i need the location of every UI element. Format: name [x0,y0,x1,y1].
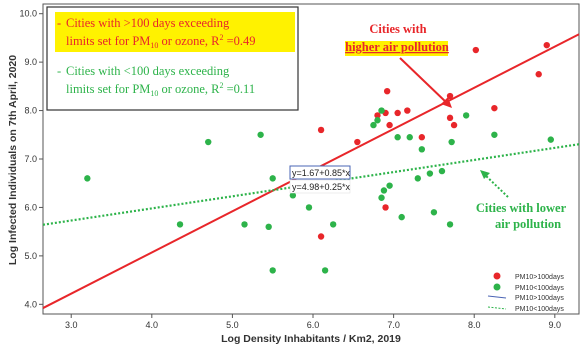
data-point-red [543,41,550,49]
legend-marker-green [493,283,501,291]
data-point-green [406,134,413,141]
higher-pollution-highlight [345,41,448,56]
equation-label-box [289,165,351,180]
y-tick-label: 4.0 [24,299,37,309]
data-point-green [241,221,248,228]
equation-label-box-2 [289,179,351,194]
data-point-green [329,221,337,228]
higher-pollution-arrowhead [441,97,452,108]
data-point-red [383,87,391,95]
data-point-green [418,146,426,153]
lower-pollution-arrow [483,173,509,198]
data-point-red [374,112,381,119]
y-tick-label: 8.0 [24,106,37,116]
data-point-green [378,107,385,114]
legend: PM10>100days PM10<100days PM10>100days P… [487,272,564,313]
data-point-green [430,209,438,216]
y-tick-label: 7.0 [24,154,37,164]
data-point-green [305,204,313,211]
data-point-green [374,117,381,124]
data-point-green [380,187,388,194]
data-point-red [491,104,498,112]
y-axis-label: Log Infected Individuals on 7th April, 2… [7,55,19,265]
x-tick-label: 9.0 [549,320,562,330]
axis-ticks: 3.0 4.0 5.0 6.0 7.0 8.0 9.0 4.0 5.0 6.0 7.0 8.0 9.0 1… [19,9,561,330]
data-point-green [426,170,434,177]
data-point-red [472,46,480,54]
y-tick-label: 6.0 [24,202,37,212]
x-axis-label: Log Density Inhabitants / Km2, 2019 [221,333,401,345]
equation-label-red: y=1.67+0.85*x [292,168,351,178]
y-tick-label: 10.0 [19,9,37,19]
x-tick-label: 5.0 [226,320,239,330]
y-tick-label: 9.0 [24,57,37,67]
data-point-green [394,134,401,141]
data-point-red [394,109,401,117]
data-point-red [317,233,325,240]
data-point-green [386,182,393,189]
lower-pollution-label-2: air pollution [495,217,561,231]
data-point-green [321,267,329,274]
x-tick-label: 8.0 [468,320,481,330]
data-point-green [289,192,297,199]
higher-pollution-label-2: higher air pollution [345,40,449,54]
info-box-line1: - Cities with >100 days exceeding limits… [57,16,256,50]
info-box-line2: - Cities with <100 days exceeding limits… [57,64,255,98]
legend-label-3: PM10>100days [515,295,564,302]
lower-pollution-arrowhead [480,170,490,179]
legend-line-blue [487,295,507,299]
data-point-green [491,131,498,138]
data-point-green [176,221,184,228]
x-tick-label: 6.0 [307,320,320,330]
data-point-green [269,175,276,182]
data-point-red [317,126,325,134]
data-point-red [386,121,393,129]
data-point-red [404,107,411,114]
data-point-red [382,204,389,211]
data-point-red [450,121,458,129]
data-point-green [462,112,470,119]
data-point-red [535,71,542,78]
legend-label-1: PM10>100days [515,274,564,281]
higher-pollution-label-1: Cities with [369,22,426,36]
legend-label-2: PM10<100days [515,285,564,292]
data-point-green [448,138,455,146]
data-point-green [398,213,405,221]
data-point-green [446,221,454,228]
data-point-green [257,131,264,138]
legend-line-green [487,306,507,310]
data-point-green [84,175,91,182]
y-tick-label: 5.0 [24,251,37,261]
lower-pollution-label-1: Cities with lower [476,201,567,215]
data-point-green [205,138,212,146]
legend-marker-red [493,272,501,280]
data-point-green [414,175,421,182]
data-point-red [446,92,454,100]
data-points [84,41,554,274]
equation-label-green: y=4.98+0.25*x [292,182,351,192]
x-tick-label: 3.0 [65,320,78,330]
data-point-green [265,223,272,231]
data-point-green [269,267,276,274]
x-tick-label: 7.0 [387,320,400,330]
higher-pollution-arrow [399,57,449,105]
data-point-green [370,121,377,129]
data-point-green [547,136,554,143]
data-point-red [354,138,361,146]
x-tick-label: 4.0 [146,320,159,330]
data-point-red [418,134,426,141]
data-point-red [446,114,454,122]
legend-label-4: PM10<100days [515,306,564,313]
info-box-highlight [55,12,295,52]
data-point-green [438,167,446,175]
data-point-green [378,194,385,201]
